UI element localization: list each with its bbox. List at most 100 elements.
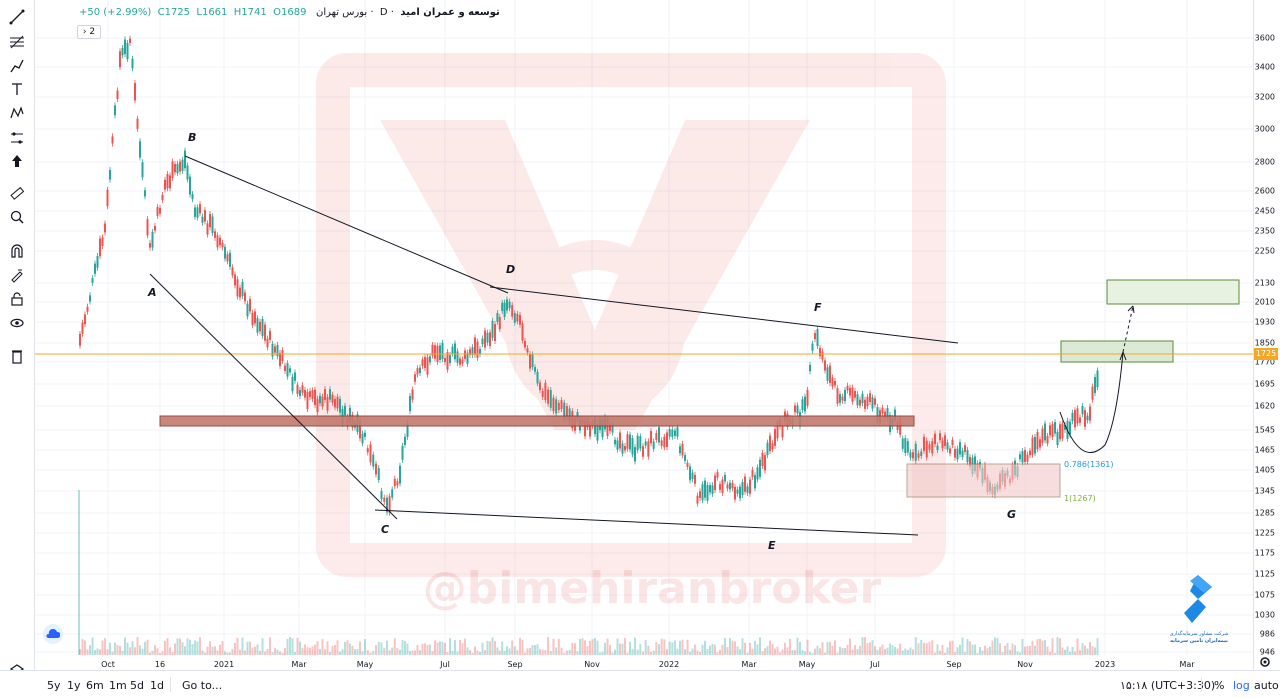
zoom-icon[interactable] <box>6 206 28 228</box>
volume-bar <box>761 651 764 655</box>
divider <box>170 677 171 692</box>
volume-bar <box>676 648 679 655</box>
candle-body <box>471 347 474 355</box>
volume-bar <box>486 640 489 655</box>
candle-body <box>429 356 431 363</box>
volume-bar <box>471 652 474 655</box>
candle-body <box>1049 425 1051 436</box>
goto-button[interactable]: Go to... <box>182 679 223 692</box>
eye-icon[interactable] <box>6 312 28 334</box>
volume-bar <box>606 638 609 655</box>
volume-bar <box>101 640 104 655</box>
pattern-icon[interactable] <box>6 102 28 124</box>
range-6m[interactable]: 6m <box>86 679 104 692</box>
volume-bar <box>380 642 383 655</box>
volume-bar <box>484 650 486 655</box>
candle-body <box>401 445 404 460</box>
brush-icon[interactable] <box>6 55 28 77</box>
volume-bar <box>1009 649 1011 655</box>
candle-body <box>731 482 734 489</box>
stay-drawing-icon[interactable] <box>6 264 28 286</box>
volume-bar <box>144 641 146 655</box>
candle-body <box>901 438 904 449</box>
volume-bar <box>444 642 446 655</box>
volume-bar <box>849 638 851 655</box>
volume-bar <box>498 650 501 655</box>
volume-bar <box>411 650 414 655</box>
legend-symbol[interactable]: توسعه و عمران امید <box>400 7 500 18</box>
text-tool-icon[interactable] <box>6 78 28 100</box>
cloud-icon[interactable] <box>43 624 63 644</box>
trash-icon[interactable] <box>6 345 28 367</box>
volume-bar <box>291 638 294 655</box>
volume-bar <box>114 642 116 655</box>
time-tick: 2023 <box>1094 660 1116 669</box>
time-tick: 16 <box>154 660 166 669</box>
percent-toggle[interactable]: % <box>1214 679 1225 692</box>
candle-body <box>966 450 969 463</box>
volume-bar <box>694 644 696 655</box>
candle-body <box>426 357 429 375</box>
indicator-count: 2 <box>89 27 96 37</box>
candle-body <box>821 351 824 360</box>
clock-timezone[interactable]: ۱۵:۱۸ (UTC+3:30) <box>1120 679 1216 692</box>
candle-body <box>846 385 849 391</box>
indicator-toggle[interactable]: › 2 <box>77 25 101 39</box>
candle-body <box>614 439 616 445</box>
candle-body <box>555 399 558 414</box>
volume-bar <box>209 641 211 655</box>
range-1d[interactable]: 1d <box>150 679 164 692</box>
volume-bar <box>746 652 749 655</box>
log-toggle[interactable]: log <box>1233 679 1250 692</box>
candle-body <box>434 345 436 359</box>
volume-bar <box>584 640 586 655</box>
price-tick: 1125 <box>1254 569 1275 579</box>
volume-bar <box>912 649 914 655</box>
range-1y[interactable]: 1y <box>67 679 81 692</box>
arrow-up-icon[interactable] <box>6 150 28 172</box>
volume-bar <box>711 644 714 655</box>
auto-toggle[interactable]: auto <box>1254 679 1279 692</box>
volume-bar <box>131 641 134 655</box>
settings-gear-icon[interactable] <box>1258 654 1274 668</box>
candle-body <box>321 396 324 407</box>
candle-body <box>541 390 544 397</box>
candle-body <box>396 481 399 486</box>
volume-bar <box>974 644 976 655</box>
candle-body <box>899 418 902 435</box>
volume-bar <box>1011 643 1014 655</box>
volume-bar <box>576 651 579 655</box>
volume-bar <box>211 646 214 655</box>
volume-bar <box>526 648 529 655</box>
price-tick: 1620 <box>1254 401 1275 411</box>
volume-bar <box>391 647 394 655</box>
volume-bar <box>199 637 201 655</box>
lock-icon[interactable] <box>6 288 28 310</box>
volume-bar <box>136 637 139 655</box>
candle-body <box>516 313 519 322</box>
fib-tool-icon[interactable] <box>6 31 28 53</box>
volume-bar <box>276 649 279 655</box>
chart-svg[interactable]: @bimehiranbroker <box>35 0 1253 670</box>
volume-bar <box>79 649 81 655</box>
volume-bar <box>634 637 636 655</box>
price-axis[interactable]: 3600 3400 3200 3000 2800 2600 2450 2350 2250 2130… <box>1253 0 1280 670</box>
candle-body <box>256 318 259 333</box>
volume-bar <box>534 645 536 655</box>
volume-bar <box>331 645 334 655</box>
candle-body <box>563 402 566 420</box>
range-5d[interactable]: 5d <box>130 679 144 692</box>
prediction-icon[interactable] <box>6 127 28 149</box>
volume-bar <box>239 649 241 655</box>
volume-bar <box>801 649 804 655</box>
candle-body <box>766 442 769 456</box>
volume-bar <box>1041 640 1044 655</box>
range-5y[interactable]: 5y <box>47 679 61 692</box>
volume-bar <box>204 652 206 655</box>
magnet-icon[interactable] <box>6 240 28 262</box>
ruler-icon[interactable] <box>6 182 28 204</box>
chart-canvas[interactable]: @bimehiranbroker A B C D E F G 0.786(136… <box>35 0 1253 670</box>
trend-line-icon[interactable] <box>6 6 28 28</box>
watermark-logo <box>316 53 946 577</box>
range-1m[interactable]: 1m <box>109 679 127 692</box>
